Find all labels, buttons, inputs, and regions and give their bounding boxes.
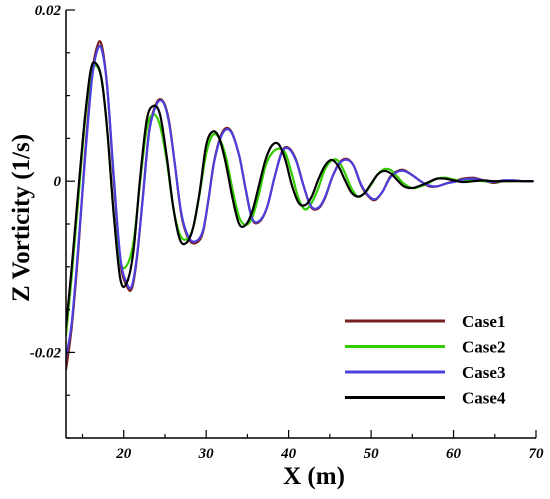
legend-label-case4: Case4	[462, 389, 506, 408]
legend-label-case1: Case1	[462, 312, 505, 331]
x-tick-label: 70	[529, 446, 545, 462]
x-tick-label: 60	[446, 446, 462, 462]
legend: Case1 Case2 Case3 Case4	[345, 312, 506, 408]
x-tick-label: 50	[364, 446, 380, 462]
axis-ticks: 20 30 40 50 60 70 0.02 0 -0.02	[30, 3, 544, 462]
series-line-case4	[66, 61, 534, 328]
series-layer	[66, 40, 534, 371]
x-tick-label: 40	[280, 446, 297, 462]
x-axis-title: X (m)	[283, 463, 345, 490]
y-tick-label: -0.02	[30, 345, 62, 361]
legend-label-case2: Case2	[462, 338, 505, 357]
y-axis-title: Z Vorticity (1/s)	[8, 134, 35, 302]
series-line-case2	[66, 64, 534, 337]
x-tick-label: 20	[115, 446, 132, 462]
y-tick-label: 0.02	[35, 3, 62, 19]
legend-label-case3: Case3	[462, 363, 505, 382]
x-tick-label: 30	[198, 446, 215, 462]
y-tick-label: 0	[54, 174, 62, 190]
